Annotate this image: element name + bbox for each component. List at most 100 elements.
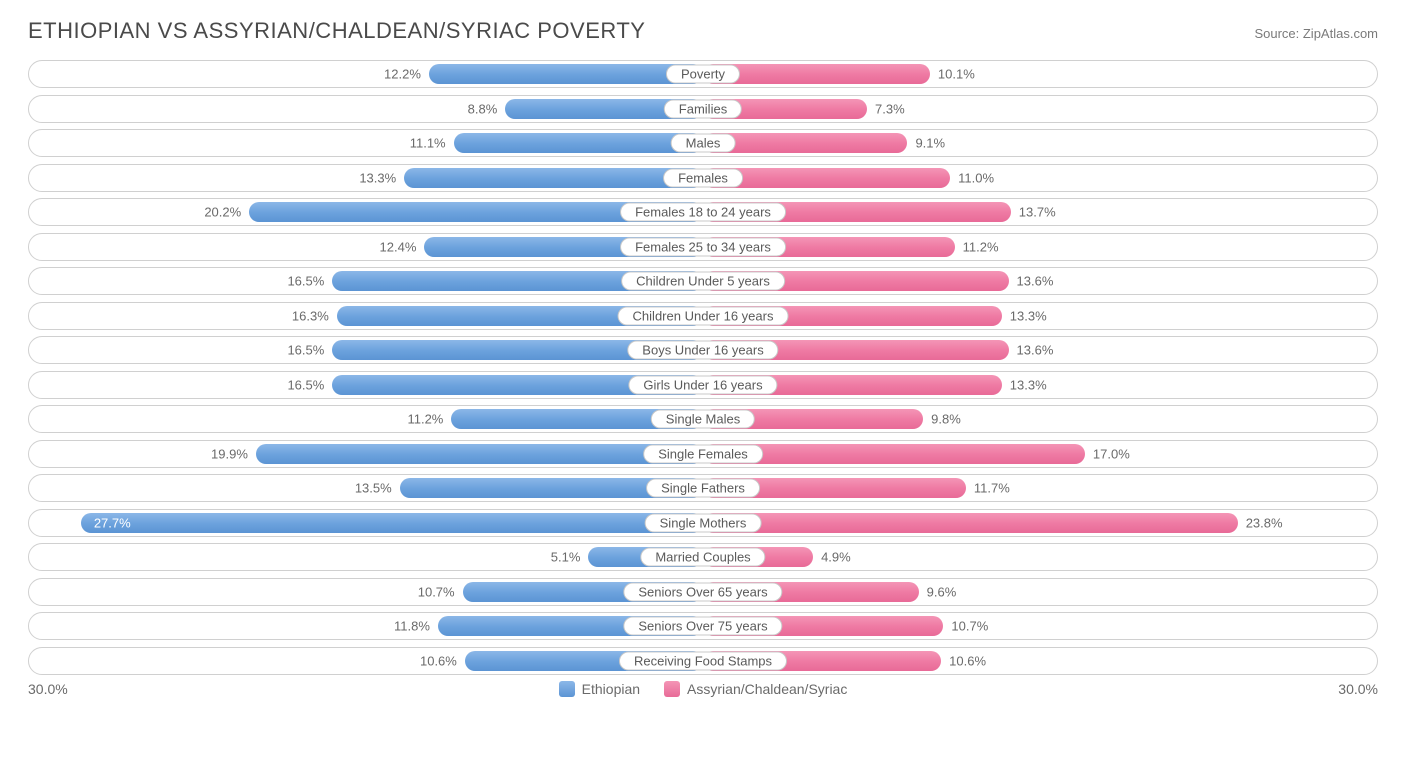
- right-half: 10.7%: [703, 613, 1377, 639]
- chart-row: 16.5%13.3%Girls Under 16 years: [28, 371, 1378, 399]
- chart-area: 12.2% 10.1% Poverty 8.8% 7.3%Families 11.1% 9.…: [28, 60, 1378, 675]
- bar-left: [429, 64, 703, 84]
- legend-swatch-right: [664, 681, 680, 697]
- value-right: 13.3%: [1010, 377, 1047, 392]
- category-label: Females 25 to 34 years: [620, 237, 786, 256]
- right-half: 7.3%: [703, 96, 1377, 122]
- value-left: 16.5%: [287, 274, 324, 289]
- right-half: 11.7%: [703, 475, 1377, 501]
- category-label: Single Males: [651, 410, 755, 429]
- category-label: Seniors Over 75 years: [623, 617, 782, 636]
- right-half: 13.7%: [703, 199, 1377, 225]
- left-half: 12.4%: [29, 234, 703, 260]
- chart-row: 11.8% 10.7% Seniors Over 75 years: [28, 612, 1378, 640]
- value-right: 17.0%: [1093, 446, 1130, 461]
- value-right: 13.3%: [1010, 308, 1047, 323]
- value-right: 13.6%: [1017, 343, 1054, 358]
- value-right: 11.0%: [958, 170, 994, 185]
- right-half: 13.6%: [703, 337, 1377, 363]
- chart-row: 5.1% 4.9% Married Couples: [28, 543, 1378, 571]
- value-right: 9.1%: [915, 136, 945, 151]
- value-right: 10.1%: [938, 67, 975, 82]
- left-half: 19.9%: [29, 441, 703, 467]
- left-half: 13.3%: [29, 165, 703, 191]
- chart-row: 19.9% 17.0% Single Females: [28, 440, 1378, 468]
- category-label: Single Mothers: [645, 513, 762, 532]
- category-label: Married Couples: [640, 548, 765, 567]
- right-half: 10.1%: [703, 61, 1377, 87]
- value-right: 13.7%: [1019, 205, 1056, 220]
- right-half: 17.0%: [703, 441, 1377, 467]
- value-left: 16.5%: [287, 343, 324, 358]
- left-half: 11.2%: [29, 406, 703, 432]
- right-half: 9.1%: [703, 130, 1377, 156]
- value-left: 11.1%: [410, 136, 446, 151]
- left-half: 16.5%: [29, 268, 703, 294]
- left-half: 10.7%: [29, 579, 703, 605]
- chart-source: Source: ZipAtlas.com: [1254, 26, 1378, 41]
- right-half: 10.6%: [703, 648, 1377, 674]
- bar-left: [454, 133, 703, 153]
- category-label: Families: [664, 99, 742, 118]
- value-right: 4.9%: [821, 550, 851, 565]
- category-label: Receiving Food Stamps: [619, 651, 787, 670]
- right-half: 9.8%: [703, 406, 1377, 432]
- chart-title: ETHIOPIAN VS ASSYRIAN/CHALDEAN/SYRIAC PO…: [28, 18, 645, 44]
- value-left: 16.3%: [292, 308, 329, 323]
- chart-row: 10.6%10.6%Receiving Food Stamps: [28, 647, 1378, 675]
- category-label: Children Under 16 years: [618, 306, 789, 325]
- value-right: 13.6%: [1017, 274, 1054, 289]
- category-label: Girls Under 16 years: [628, 375, 777, 394]
- right-half: 13.3%: [703, 372, 1377, 398]
- chart-row: 12.4% 11.2% Females 25 to 34 years: [28, 233, 1378, 261]
- value-right: 9.6%: [927, 584, 957, 599]
- legend-label-right: Assyrian/Chaldean/Syriac: [687, 681, 847, 697]
- value-right: 11.2%: [963, 239, 999, 254]
- chart-row: 20.2% 13.7% Females 18 to 24 years: [28, 198, 1378, 226]
- left-half: 27.7%: [29, 510, 703, 536]
- left-half: 20.2%: [29, 199, 703, 225]
- chart-row: 16.5% 13.6% Children Under 5 years: [28, 267, 1378, 295]
- chart-row: 10.7% 9.6% Seniors Over 65 years: [28, 578, 1378, 606]
- value-right: 23.8%: [1246, 515, 1283, 530]
- left-half: 5.1%: [29, 544, 703, 570]
- value-left: 27.7%: [94, 515, 131, 530]
- value-left: 11.8%: [394, 619, 430, 634]
- chart-row: 11.2% 9.8% Single Males: [28, 405, 1378, 433]
- left-half: 11.8%: [29, 613, 703, 639]
- category-label: Single Fathers: [646, 479, 760, 498]
- value-left: 8.8%: [468, 101, 498, 116]
- category-label: Males: [671, 134, 736, 153]
- bar-left: [404, 168, 703, 188]
- legend: Ethiopian Assyrian/Chaldean/Syriac: [559, 681, 848, 697]
- value-left: 12.4%: [380, 239, 417, 254]
- value-left: 5.1%: [551, 550, 581, 565]
- category-label: Seniors Over 65 years: [623, 582, 782, 601]
- chart-row: 27.7% 23.8% Single Mothers: [28, 509, 1378, 537]
- axis-max-right: 30.0%: [1338, 681, 1378, 697]
- right-half: 11.2%: [703, 234, 1377, 260]
- right-half: 13.6%: [703, 268, 1377, 294]
- bar-right: [703, 513, 1238, 533]
- bar-left: [81, 513, 703, 533]
- category-label: Poverty: [666, 65, 740, 84]
- axis-max-left: 30.0%: [28, 681, 68, 697]
- legend-label-left: Ethiopian: [582, 681, 640, 697]
- value-left: 20.2%: [204, 205, 241, 220]
- chart-row: 13.3%11.0%Females: [28, 164, 1378, 192]
- value-left: 10.7%: [418, 584, 455, 599]
- value-left: 13.3%: [359, 170, 396, 185]
- category-label: Boys Under 16 years: [627, 341, 778, 360]
- legend-item-left: Ethiopian: [559, 681, 640, 697]
- value-right: 10.7%: [951, 619, 988, 634]
- category-label: Children Under 5 years: [621, 272, 785, 291]
- legend-item-right: Assyrian/Chaldean/Syriac: [664, 681, 847, 697]
- value-left: 19.9%: [211, 446, 248, 461]
- legend-swatch-left: [559, 681, 575, 697]
- left-half: 10.6%: [29, 648, 703, 674]
- left-half: 12.2%: [29, 61, 703, 87]
- category-label: Single Females: [643, 444, 763, 463]
- value-right: 9.8%: [931, 412, 961, 427]
- value-left: 12.2%: [384, 67, 421, 82]
- category-label: Females 18 to 24 years: [620, 203, 786, 222]
